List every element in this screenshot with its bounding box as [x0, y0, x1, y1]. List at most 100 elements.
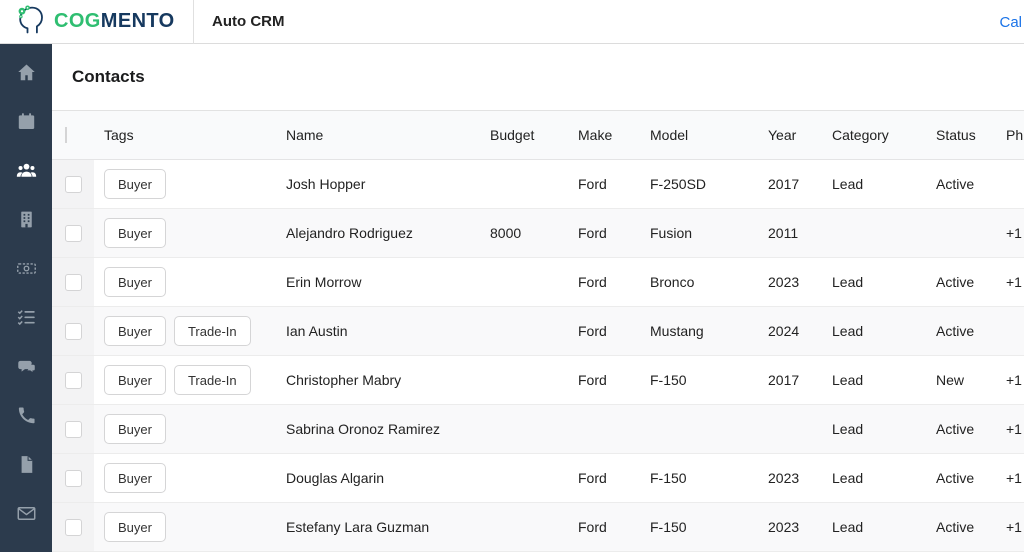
column-header-name[interactable]: Name	[286, 127, 324, 143]
row-checkbox[interactable]	[65, 518, 82, 536]
tags-cell: Buyer Trade-In	[94, 307, 274, 355]
companies-icon	[16, 209, 37, 230]
model-cell: Mustang	[650, 323, 704, 339]
status-cell: Active	[936, 176, 975, 192]
row-checkbox-cell	[52, 307, 94, 355]
column-header-year[interactable]: Year	[768, 127, 797, 143]
table-row[interactable]: Buyer Josh Hopper Ford F-250SD 2017 Lead Activ…	[52, 160, 1024, 209]
year-cell: 2023	[768, 274, 800, 290]
sidebar-item-contacts[interactable]	[0, 146, 52, 195]
budget-cell	[478, 405, 566, 453]
make-cell: Ford	[578, 176, 607, 192]
model-cell: F-150	[650, 519, 687, 535]
column-header-status[interactable]: Status	[936, 127, 976, 143]
main-content: Contacts Tags Name Budget Make Model Year Cate…	[52, 44, 1024, 552]
year-cell: 2023	[768, 519, 800, 535]
sidebar	[0, 44, 52, 552]
name-cell: Christopher Mabry	[286, 372, 402, 388]
tag-chip[interactable]: Trade-In	[173, 316, 251, 346]
app-name: Auto CRM	[212, 13, 285, 30]
name-cell: Sabrina Oronoz Ramirez	[286, 421, 441, 437]
contacts-icon	[16, 160, 37, 181]
sidebar-item-deals[interactable]	[0, 244, 52, 293]
row-checkbox[interactable]	[65, 371, 82, 389]
row-checkbox[interactable]	[65, 420, 82, 438]
tags-cell: Buyer	[94, 160, 274, 208]
calendar-link[interactable]: Cal	[999, 13, 1022, 31]
column-header-phone[interactable]: Ph	[1006, 127, 1024, 143]
brand-mento: MENTO	[100, 10, 175, 32]
tag-chip[interactable]: Trade-In	[173, 365, 251, 395]
year-cell: 2023	[768, 470, 800, 486]
sidebar-item-companies[interactable]	[0, 195, 52, 244]
table-row[interactable]: Buyer Estefany Lara Guzman Ford F-150 2023 Le…	[52, 503, 1024, 552]
tag-chip[interactable]: Buyer	[104, 218, 166, 248]
row-checkbox-cell	[52, 209, 94, 257]
tasks-icon	[16, 307, 37, 328]
column-header-budget[interactable]: Budget	[490, 127, 535, 143]
table-row[interactable]: Buyer Sabrina Oronoz Ramirez Lead Active +1	[52, 405, 1024, 454]
name-cell: Douglas Algarin	[286, 470, 385, 486]
sidebar-item-home[interactable]	[0, 48, 52, 97]
name-cell: Ian Austin	[286, 323, 348, 339]
sidebar-item-documents[interactable]	[0, 440, 52, 489]
phone-cell: +1	[1006, 470, 1022, 486]
table-header-row: Tags Name Budget Make Model Year Category Statu…	[52, 111, 1024, 160]
tag-chip[interactable]: Buyer	[104, 414, 166, 444]
table-row[interactable]: Buyer Douglas Algarin Ford F-150 2023 Lead Act…	[52, 454, 1024, 503]
row-checkbox-cell	[52, 405, 94, 453]
page-header: Contacts	[52, 44, 1024, 111]
phone-cell: +1	[1006, 372, 1022, 388]
column-header-category[interactable]: Category	[832, 127, 889, 143]
phone-cell	[1002, 160, 1024, 208]
table-row[interactable]: Buyer Erin Morrow Ford Bronco 2023 Lead Active…	[52, 258, 1024, 307]
tags-cell: Buyer	[94, 209, 274, 257]
tags-cell: Buyer Trade-In	[94, 356, 274, 404]
row-checkbox-cell	[52, 503, 94, 551]
table-row[interactable]: Buyer Trade-In Ian Austin Ford Mustang 2024 Le…	[52, 307, 1024, 356]
category-cell: Lead	[832, 421, 864, 437]
sidebar-item-chat[interactable]	[0, 342, 52, 391]
tags-cell: Buyer	[94, 454, 274, 502]
status-cell: Active	[936, 323, 975, 339]
table-row[interactable]: Buyer Alejandro Rodriguez 8000 Ford Fusion 20…	[52, 209, 1024, 258]
row-checkbox[interactable]	[65, 273, 82, 291]
category-cell: Lead	[832, 470, 864, 486]
select-all-checkbox[interactable]	[65, 127, 67, 143]
category-cell	[820, 209, 924, 257]
budget-cell	[478, 454, 566, 502]
column-header-model[interactable]: Model	[650, 127, 689, 143]
row-checkbox[interactable]	[65, 175, 82, 193]
row-checkbox[interactable]	[65, 224, 82, 242]
table-row[interactable]: Buyer Trade-In Christopher Mabry Ford F-150 2…	[52, 356, 1024, 405]
tag-chip[interactable]: Buyer	[104, 463, 166, 493]
sidebar-item-mail[interactable]	[0, 489, 52, 538]
model-cell: F-150	[650, 470, 687, 486]
page-title: Contacts	[72, 67, 145, 86]
select-all-cell	[52, 127, 94, 143]
status-cell: New	[936, 372, 965, 388]
model-cell: Fusion	[650, 225, 693, 241]
cogmento-logo[interactable]: COGMENTO	[0, 3, 193, 40]
tag-chip[interactable]: Buyer	[104, 316, 166, 346]
column-header-make[interactable]: Make	[578, 127, 613, 143]
column-header-tags[interactable]: Tags	[104, 127, 134, 143]
make-cell: Ford	[578, 470, 607, 486]
sidebar-item-calls[interactable]	[0, 391, 52, 440]
row-checkbox[interactable]	[65, 322, 82, 340]
tag-chip[interactable]: Buyer	[104, 169, 166, 199]
contacts-table: Buyer Josh Hopper Ford F-250SD 2017 Lead Activ…	[52, 160, 1024, 552]
tag-chip[interactable]: Buyer	[104, 512, 166, 542]
brand-cog: COG	[54, 10, 101, 32]
tag-chip[interactable]: Buyer	[104, 267, 166, 297]
year-cell: 2017	[768, 372, 800, 388]
tag-chip[interactable]: Buyer	[104, 365, 166, 395]
home-icon	[16, 62, 37, 83]
row-checkbox[interactable]	[65, 469, 82, 487]
budget-cell: 8000	[490, 225, 522, 241]
sidebar-item-tasks[interactable]	[0, 293, 52, 342]
sidebar-item-calendar[interactable]	[0, 97, 52, 146]
brain-gears-logo-icon	[14, 3, 46, 40]
category-cell: Lead	[832, 323, 864, 339]
tags-cell: Buyer	[94, 405, 274, 453]
